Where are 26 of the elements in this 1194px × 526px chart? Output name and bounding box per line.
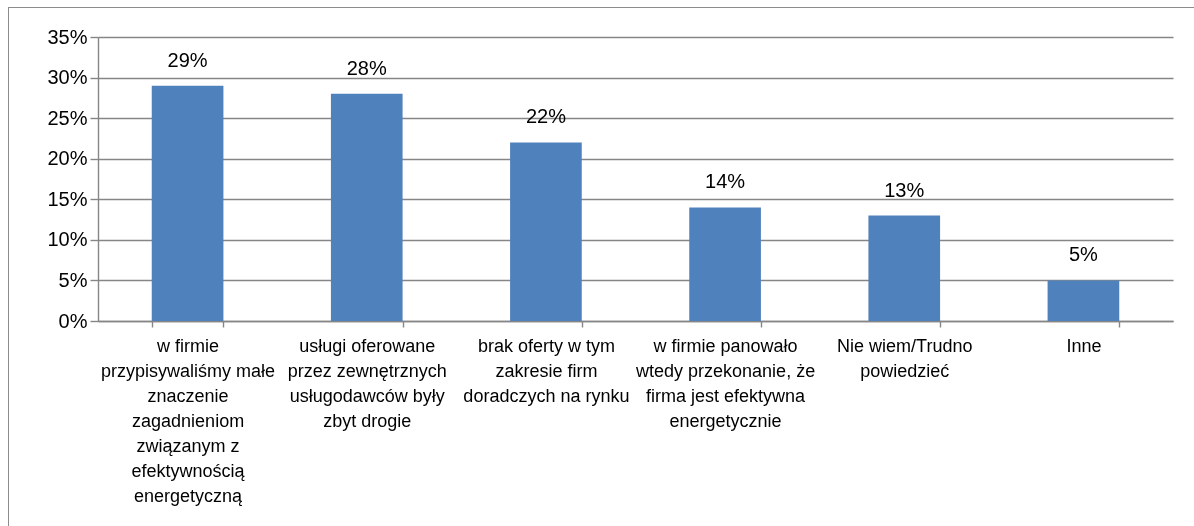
y-tick-label: 25% (47, 106, 88, 129)
bar (330, 93, 403, 321)
x-tick-label: w firmie panowało wtedy przekonanie, że firma jest efektywna energetycznie (635, 335, 816, 431)
bar (510, 142, 582, 321)
data-label: 14% (705, 170, 746, 193)
data-label: 5% (1068, 243, 1099, 266)
data-label: 13% (884, 178, 925, 201)
x-tick-label: Nie wiem/Trudno powiedzieć (837, 335, 973, 381)
x-tick-label: w firmie przypisywaliśmy małe znaczenie zagadnieniom związanym z efektywnością energetyczną (101, 335, 276, 506)
x-tick-label: Inne (1066, 335, 1102, 356)
y-tick-label: 0% (58, 309, 88, 332)
x-tick-label: usługi oferowane przez zewnętrznych usługodawców były zbyt drogie (287, 335, 447, 431)
y-tick-label: 15% (47, 187, 88, 210)
bar (1047, 280, 1120, 321)
bar (689, 207, 761, 321)
bar (868, 215, 941, 321)
data-label: 29% (167, 48, 208, 71)
y-tick-label: 5% (58, 268, 88, 291)
x-tick-label: brak oferty w tym zakresie firm doradczych na rynku (463, 335, 630, 406)
y-tick-label: 30% (47, 66, 88, 89)
data-label: 28% (346, 56, 387, 79)
y-tick-label: 35% (47, 25, 88, 48)
y-tick-label: 10% (47, 228, 88, 251)
bar (151, 85, 224, 321)
y-tick-label: 20% (47, 147, 88, 170)
data-label: 22% (525, 105, 567, 128)
